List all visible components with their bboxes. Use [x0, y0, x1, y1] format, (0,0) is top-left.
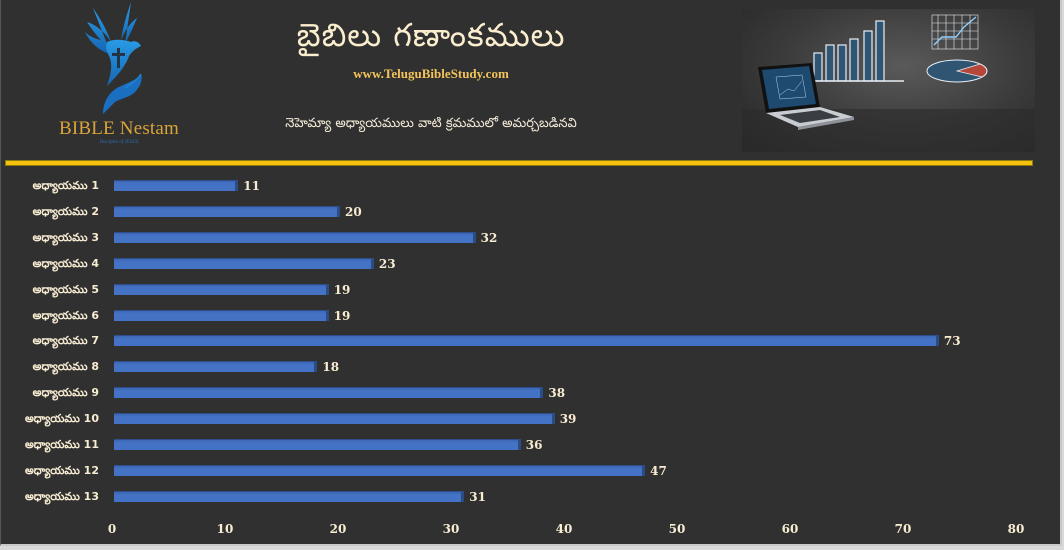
x-axis-tick: 50	[668, 522, 686, 536]
logo-tagline: Disciples of JESUS	[99, 140, 139, 145]
category-label: అధ్యాయము 13	[24, 489, 99, 503]
bar[interactable]	[114, 309, 329, 321]
laptop-charts-illustration	[742, 14, 1035, 152]
x-axis-tick: 40	[555, 522, 573, 536]
category-label: అధ్యాయము 6	[32, 308, 99, 322]
hero-image	[742, 9, 1035, 152]
x-axis-tick: 70	[894, 522, 912, 536]
x-axis-tick: 80	[1007, 522, 1025, 536]
x-axis-tick: 30	[442, 522, 460, 536]
data-label: 11	[243, 179, 260, 193]
data-label: 19	[333, 308, 351, 323]
data-label: 19	[333, 282, 351, 297]
x-axis-tick: 20	[329, 522, 347, 536]
x-axis-tick: 0	[107, 522, 117, 536]
category-label: అధ్యాయము 4	[32, 256, 99, 270]
data-label: 73	[943, 334, 961, 349]
chart-subtitle: నెహెమ్యా అధ్యాయములు వాటి క్రమములో అమర్చబ…	[285, 116, 577, 131]
data-label: 38	[548, 386, 566, 401]
category-label: అధ్యాయము 11	[24, 438, 99, 451]
bar[interactable]	[114, 283, 329, 295]
x-axis-tick: 10	[216, 522, 234, 536]
category-label: అధ్యాయము 5	[32, 282, 99, 296]
bar[interactable]	[114, 387, 544, 399]
logo: BIBLE Nestam Disciples of JESUS	[41, 2, 191, 148]
data-label: 23	[378, 256, 396, 271]
data-label: 32	[480, 230, 498, 245]
bar[interactable]	[114, 231, 476, 243]
bar[interactable]	[114, 413, 555, 425]
bar[interactable]	[114, 439, 521, 450]
dove-cross-hand-icon	[85, 2, 142, 114]
category-label: అధ్యాయము 9	[32, 386, 99, 400]
data-label: 39	[559, 412, 577, 427]
category-label: అధ్యాయము 2	[32, 204, 99, 218]
data-label: 47	[650, 463, 667, 478]
bar[interactable]	[114, 361, 318, 373]
bar[interactable]	[114, 180, 239, 191]
bar[interactable]	[114, 205, 340, 217]
data-label: 18	[322, 360, 340, 375]
x-axis-tick: 60	[781, 522, 799, 536]
page-title: బైబిలు గణాంకములు	[296, 16, 566, 54]
website-link[interactable]: www.TeluguBibleStudy.com	[353, 66, 509, 81]
divider	[5, 160, 1033, 166]
bar-chart: అధ్యాయము 1 11 అధ్యాయము 2 20 అధ్యాయము 3 32 అధ్య…	[1, 170, 1064, 546]
bar[interactable]	[114, 490, 465, 502]
data-label: 31	[469, 489, 486, 504]
category-label: అధ్యాయము 3	[32, 230, 99, 244]
bar[interactable]	[114, 464, 646, 476]
category-label: అధ్యాయము 1	[32, 179, 99, 192]
category-label: అధ్యాయము 12	[24, 463, 99, 477]
bar[interactable]	[114, 335, 939, 347]
category-label: అధ్యాయము 7	[32, 334, 99, 348]
category-label: అధ్యాయము 8	[32, 360, 99, 374]
data-label: 36	[525, 438, 543, 452]
bar[interactable]	[114, 257, 374, 269]
category-label: అధ్యాయము 10	[24, 412, 99, 426]
data-label: 20	[345, 204, 362, 219]
logo-name: BIBLE Nestam	[58, 118, 180, 139]
